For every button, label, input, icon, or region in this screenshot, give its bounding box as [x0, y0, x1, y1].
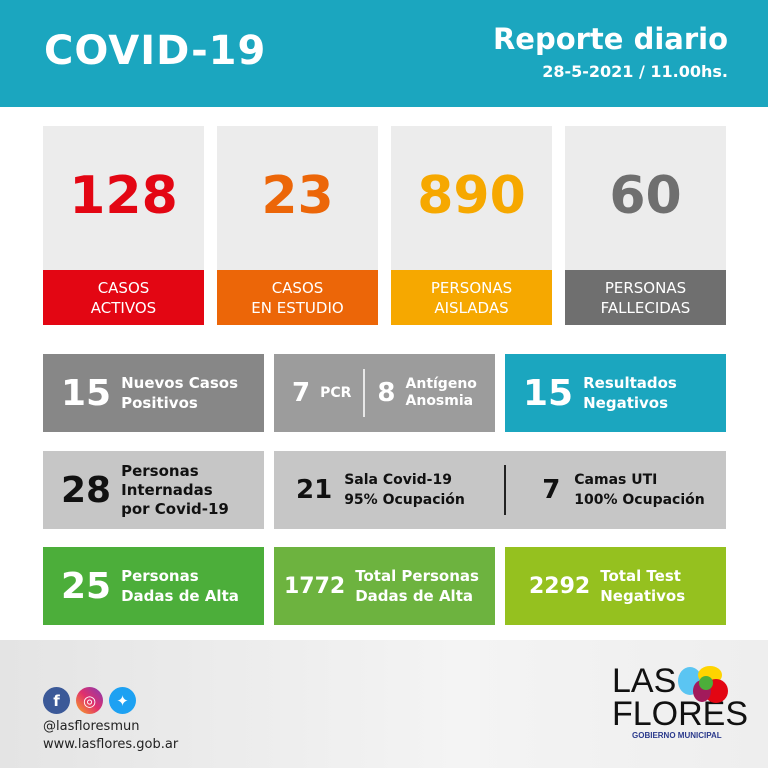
text: Total Personas — [355, 567, 479, 585]
flower-icon — [678, 666, 728, 703]
divider — [504, 465, 507, 515]
text: Nuevos Casos — [121, 374, 239, 392]
text: Sala Covid-19 — [344, 472, 452, 488]
text: Camas UTI — [574, 472, 658, 488]
card-label: CASOS ACTIVOS — [43, 270, 204, 325]
negativos-box: 15 Resultados Negativos — [505, 354, 726, 432]
label-line: ACTIVOS — [90, 298, 157, 317]
text: Dadas de Alta — [355, 587, 473, 605]
card-fallecidas: 60 PERSONAS FALLECIDAS — [565, 126, 726, 325]
label-line: AISLADAS — [434, 298, 509, 317]
divider — [363, 369, 366, 417]
text: Resultados — [583, 374, 677, 392]
value: 2292 — [529, 573, 591, 599]
subtitle: Reporte diario — [492, 22, 728, 56]
website-link[interactable]: www.lasflores.gob.ar — [43, 737, 179, 752]
label-line: PERSONAS — [604, 278, 687, 297]
social-icons: f ◎ ✦ — [43, 687, 136, 714]
card-aisladas: 890 PERSONAS AISLADAS — [391, 126, 552, 325]
sala-value: 21 — [296, 475, 333, 505]
text: Negativos — [583, 394, 669, 412]
pcr-value: 7 — [292, 378, 311, 408]
uti-value: 7 — [542, 475, 561, 505]
label-line: EN ESTUDIO — [251, 298, 344, 317]
card-value: 60 — [609, 166, 682, 226]
text: Internadas — [121, 480, 213, 499]
card-value: 128 — [69, 166, 178, 226]
value: 28 — [61, 469, 112, 511]
label-line: PERSONAS — [430, 278, 513, 297]
logo-subtitle: GOBIERNO MUNICIPAL — [632, 731, 722, 740]
value: 25 — [61, 565, 112, 607]
text: 100% Ocupación — [574, 492, 705, 508]
header: COVID-19 Reporte diario 28-5-2021 / 11.0… — [0, 0, 768, 107]
text: por Covid-19 — [121, 499, 229, 518]
card-label: CASOS EN ESTUDIO — [217, 270, 378, 325]
card-label: PERSONAS AISLADAS — [391, 270, 552, 325]
label-line: CASOS — [97, 278, 150, 297]
tests-box: 7 PCR 8 Antígeno Anosmia — [274, 354, 495, 432]
internadas-box: 28 Personas Internadas por Covid-19 — [43, 451, 264, 529]
title: COVID-19 — [44, 28, 267, 74]
label-line: CASOS — [271, 278, 324, 297]
card-casos-activos: 128 CASOS ACTIVOS — [43, 126, 204, 325]
text: Positivos — [121, 394, 198, 412]
instagram-icon[interactable]: ◎ — [76, 687, 103, 714]
text: Personas — [121, 567, 199, 585]
total-alta-box: 1772 Total Personas Dadas de Alta — [274, 547, 495, 625]
text: Antígeno — [405, 376, 477, 392]
text: Total Test — [600, 567, 681, 585]
value: 15 — [61, 372, 112, 414]
logo-text: FLORES — [612, 695, 749, 733]
ocupacion-box: 21 Sala Covid-19 95% Ocupación 7 Camas UT… — [274, 451, 726, 529]
card-casos-estudio: 23 CASOS EN ESTUDIO — [217, 126, 378, 325]
card-value: 890 — [417, 166, 526, 226]
nuevos-casos-box: 15 Nuevos Casos Positivos — [43, 354, 264, 432]
text: 95% Ocupación — [344, 492, 465, 508]
value: 1772 — [284, 573, 346, 599]
twitter-icon[interactable]: ✦ — [109, 687, 136, 714]
label-line: FALLECIDAS — [600, 298, 691, 317]
text: Dadas de Alta — [121, 587, 239, 605]
card-value: 23 — [261, 166, 334, 226]
test-negativos-box: 2292 Total Test Negativos — [505, 547, 726, 625]
text: Negativos — [600, 587, 686, 605]
alta-box: 25 Personas Dadas de Alta — [43, 547, 264, 625]
card-label: PERSONAS FALLECIDAS — [565, 270, 726, 325]
value: 15 — [523, 372, 574, 414]
facebook-icon[interactable]: f — [43, 687, 70, 714]
logo-text: LAS — [612, 662, 677, 700]
antigeno-value: 8 — [377, 378, 396, 408]
text: Personas — [121, 461, 199, 480]
pcr-label: PCR — [320, 385, 352, 401]
text: Anosmia — [405, 393, 474, 409]
social-handle: @lasfloresmun — [43, 719, 140, 734]
report-date: 28-5-2021 / 11.00hs. — [542, 62, 728, 81]
las-flores-logo: LAS FLORES GOBIERNO MUNICIPAL — [612, 662, 749, 740]
